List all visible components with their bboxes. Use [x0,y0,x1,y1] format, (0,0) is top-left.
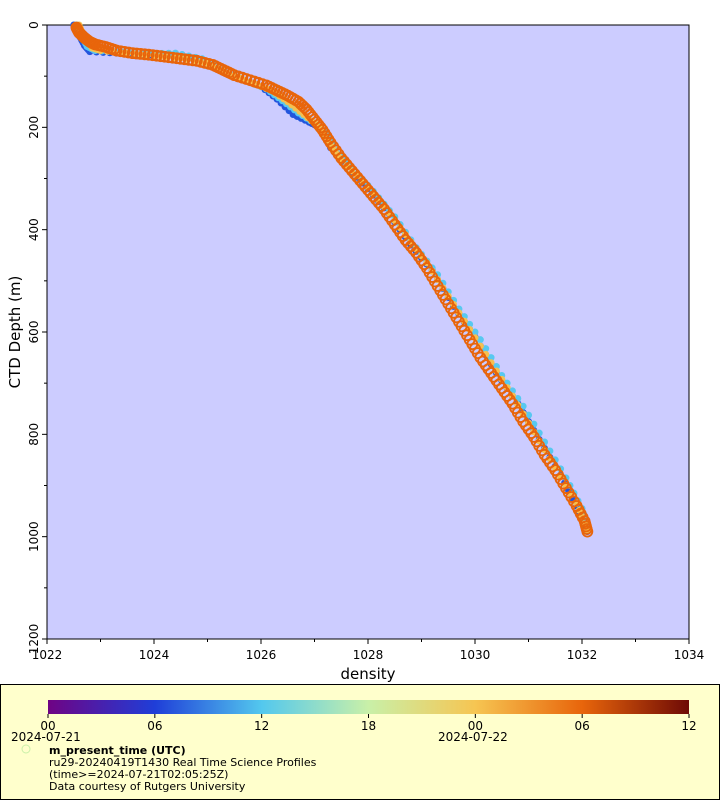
data-point [118,45,131,58]
x-tick-label: 1022 [32,648,63,662]
colorbar [48,700,689,714]
data-point [541,438,549,446]
x-tick-label: 1026 [246,648,277,662]
data-point [142,48,155,61]
chart: 1022 1024 1026 1028 1030 1032 1034 0 200 400 600 8… [6,21,705,683]
x-tick-label: 1034 [674,648,705,662]
legend-panel: 00 06 12 18 00 06 12 2024-07-21 2024-07-22 m_p… [0,684,720,800]
colorbar-tick-label: 00 [468,719,483,733]
data-point [471,328,479,336]
colorbar-date-right: 2024-07-22 [438,730,508,744]
data-point [170,52,183,65]
data-point [482,345,490,353]
colorbar-tick-label: 06 [575,719,590,733]
colorbar-tick-label: 00 [40,719,55,733]
data-point [126,47,139,60]
y-tick-label: 1200 [27,624,41,655]
legend-marker-icon [21,744,31,754]
data-point [174,52,187,65]
x-axis: 1022 1024 1026 1028 1030 1032 1034 [32,639,705,662]
x-tick-label: 1030 [460,648,491,662]
colorbar-tick-label: 12 [254,719,269,733]
data-point [114,45,127,58]
colorbar-tick-label: 18 [361,719,376,733]
plot-area [46,24,690,640]
x-tick-label: 1032 [567,648,598,662]
legend-svg: 00 06 12 18 00 06 12 2024-07-21 2024-07-22 m_p… [11,700,697,793]
data-point [158,50,171,63]
y-tick-label: 800 [27,423,41,446]
x-tick-label: 1024 [139,648,170,662]
data-marks [70,21,594,538]
data-point [535,429,543,437]
data-point [162,51,175,64]
y-tick-label: 1000 [27,521,41,552]
data-point [182,53,195,66]
colorbar-tick-label: 06 [147,719,162,733]
y-tick-label: 0 [27,21,41,29]
y-tick-label: 200 [27,116,41,139]
y-tick-label: 400 [27,218,41,241]
data-point [581,525,594,538]
legend-dataset: ru29-20240419T1430 Real Time Science Pro… [49,756,317,769]
data-point [138,48,151,61]
x-tick-label: 1028 [353,648,384,662]
y-tick-label: 600 [27,321,41,344]
data-point [476,336,484,344]
data-point [546,447,554,455]
y-axis-title: CTD Depth (m) [6,276,24,389]
colorbar-ticks: 00 06 12 18 00 06 12 [40,714,697,733]
legend-variable: m_present_time (UTC) [49,744,186,757]
data-point [110,44,123,57]
data-point [146,49,159,62]
data-point [122,46,135,59]
y-axis: 0 200 400 600 800 1000 1200 [27,21,47,654]
colorbar-date-left: 2024-07-21 [11,730,81,744]
colorbar-tick-label: 12 [681,719,696,733]
data-point [186,54,199,67]
data-point [154,50,167,63]
data-point [134,48,147,60]
data-point [166,51,179,64]
data-point [487,354,495,362]
data-point [130,47,143,60]
x-axis-title: density [341,665,396,683]
legend-constraint: (time>=2024-07-21T02:05:25Z) [49,768,228,781]
data-point [178,53,191,66]
data-point [150,49,163,62]
legend-credit: Data courtesy of Rutgers University [49,780,246,793]
